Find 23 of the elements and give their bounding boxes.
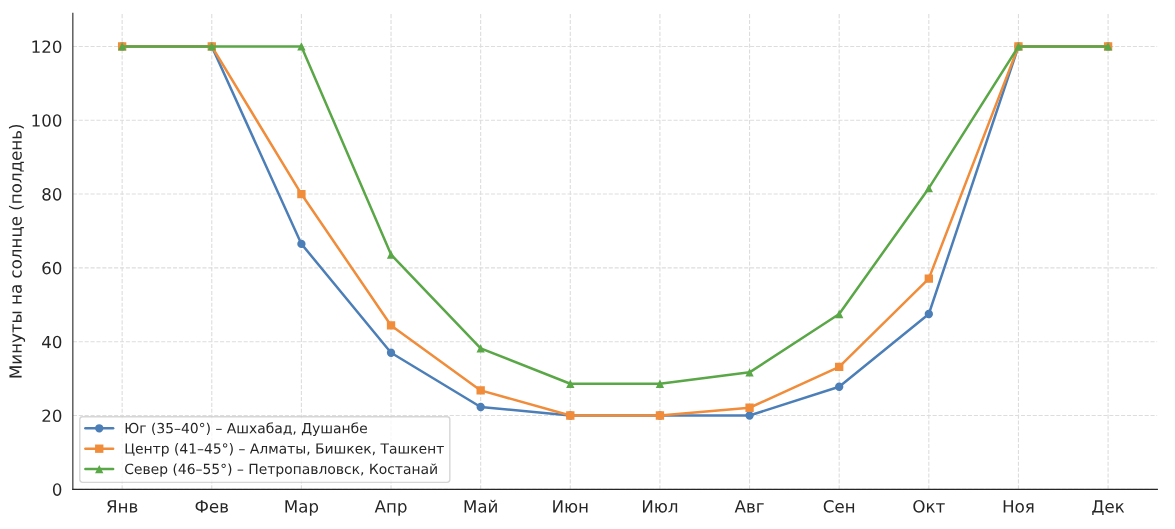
x-tick-label: Ноя bbox=[1003, 500, 1034, 513]
x-tick-label: Янв bbox=[107, 500, 138, 513]
x-tick-label: Мар bbox=[285, 500, 319, 516]
x-tick-label: Авг bbox=[734, 500, 764, 513]
y-tick-label: 80 bbox=[42, 188, 62, 201]
x-tick-label: Июн bbox=[553, 500, 588, 513]
y-tick-label: 20 bbox=[42, 409, 62, 423]
x-tick-label: Апр bbox=[374, 500, 407, 516]
y-tick-label: 120 bbox=[32, 40, 62, 54]
y-tick-label: 60 bbox=[42, 261, 62, 275]
x-tick-label: Июл bbox=[642, 500, 678, 513]
x-tick-label: Окт bbox=[913, 500, 945, 513]
y-tick-label: 40 bbox=[42, 335, 62, 349]
legend-label: Юг (35–40°) – Ашхабад, Душанбе bbox=[125, 422, 367, 437]
y-axis-title: Минуты на солнце (полдень) bbox=[8, 124, 26, 378]
x-tick-label: Фев bbox=[195, 500, 228, 513]
x-tick-label: Дек bbox=[1092, 500, 1125, 516]
x-tick-label: Май bbox=[464, 499, 497, 513]
y-tick-label: 100 bbox=[32, 114, 62, 127]
y-tick-label: 0 bbox=[52, 483, 62, 496]
legend-label: Север (46–55°) – Петропавловск, Костанай bbox=[125, 463, 437, 477]
x-tick-label: Сен bbox=[823, 500, 855, 513]
legend-label: Центр (41–45°) – Алматы, Бишкек, Ташкент bbox=[125, 443, 444, 457]
